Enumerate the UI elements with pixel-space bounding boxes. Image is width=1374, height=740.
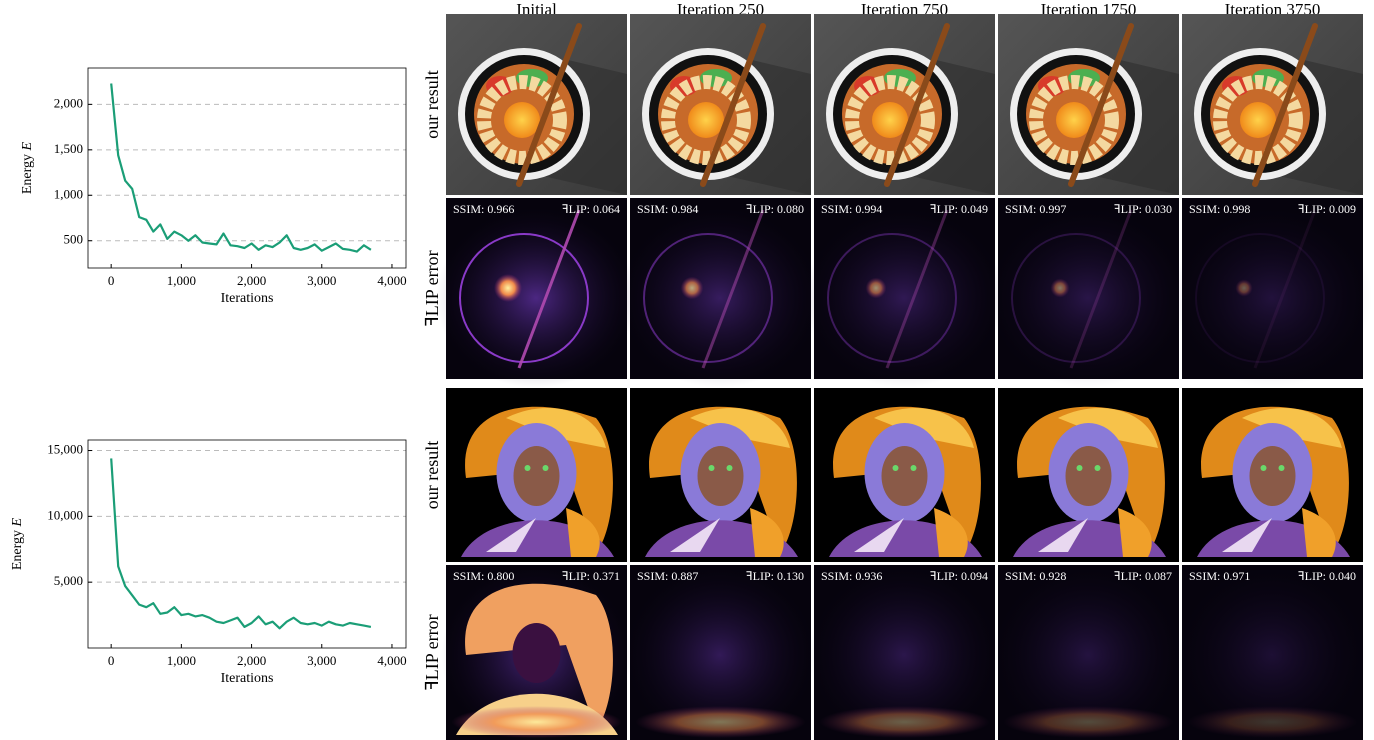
face (1250, 446, 1296, 506)
egg (872, 102, 908, 138)
ssim-label: SSIM: 0.998 (1189, 202, 1250, 216)
eye (893, 465, 899, 471)
y-tick-label: 1,500 (54, 141, 83, 156)
flip-label: ꟻLIP: 0.040 (1298, 569, 1356, 583)
y-axis-label: Energy E (20, 141, 35, 194)
y-axis-label-text: Energy (10, 530, 25, 570)
spot (494, 274, 522, 302)
image-column: SSIM: 0.997 ꟻLIP: 0.030 SSIM: 0.928 ꟻLIP: 0… (988, 14, 1188, 740)
x-tick-label: 4,000 (377, 653, 406, 668)
flip-label: ꟻLIP: 0.064 (562, 202, 620, 216)
y-tick-label: 2,000 (54, 95, 83, 110)
ssim-label: SSIM: 0.994 (821, 202, 882, 216)
x-tick-label: 3,000 (307, 273, 336, 288)
image-column: SSIM: 0.984 ꟻLIP: 0.080 SSIM: 0.887 ꟻLIP: 0… (620, 14, 820, 740)
face (882, 446, 928, 506)
spot (866, 278, 887, 299)
eye (1279, 465, 1285, 471)
error-bottom (820, 706, 990, 738)
error-bottom (1004, 706, 1174, 738)
y-tick-label: 1,000 (54, 186, 83, 201)
flip-label: ꟻLIP: 0.087 (1114, 569, 1172, 583)
ssim-label: SSIM: 0.887 (637, 569, 698, 583)
plot-frame (88, 440, 406, 648)
error-bottom (452, 706, 622, 738)
spot (1235, 279, 1252, 296)
x-tick-label: 0 (108, 653, 115, 668)
image-column: SSIM: 0.994 ꟻLIP: 0.049 SSIM: 0.936 ꟻLIP: 0… (804, 14, 1004, 740)
egg (1056, 102, 1092, 138)
eye (911, 465, 917, 471)
x-axis-label: Iterations (221, 671, 274, 686)
flip-label: ꟻLIP: 0.130 (746, 569, 804, 583)
y-axis-label: Energy E (10, 517, 25, 570)
ssim-label: SSIM: 0.800 (453, 569, 514, 583)
flip-label: ꟻLIP: 0.030 (1114, 202, 1172, 216)
spot (1051, 279, 1070, 298)
ssim-label: SSIM: 0.971 (1189, 569, 1250, 583)
face (514, 446, 560, 506)
x-tick-label: 1,000 (167, 273, 196, 288)
egg (1240, 102, 1276, 138)
eye (543, 465, 549, 471)
face (1066, 446, 1112, 506)
image-column: SSIM: 0.966 ꟻLIP: 0.064 SSIM: 0.800 ꟻLIP: 0… (436, 14, 636, 740)
eye (727, 465, 733, 471)
flip-label: ꟻLIP: 0.371 (562, 569, 620, 583)
ssim-label: SSIM: 0.928 (1005, 569, 1066, 583)
ssim-label: SSIM: 0.997 (1005, 202, 1066, 216)
eye (1095, 465, 1101, 471)
plot-frame (88, 68, 406, 268)
face (698, 446, 744, 506)
y-axis-label-symbol: E (20, 141, 35, 151)
ssim-label: SSIM: 0.984 (637, 202, 698, 216)
egg (688, 102, 724, 138)
y-tick-label: 500 (64, 232, 84, 247)
y-axis-label-symbol: E (10, 517, 25, 527)
y-axis-label-text: Energy (20, 154, 35, 194)
flip-label: ꟻLIP: 0.009 (1298, 202, 1356, 216)
ssim-label: SSIM: 0.936 (821, 569, 882, 583)
energy-line (111, 458, 371, 628)
eye (1261, 465, 1267, 471)
egg (504, 102, 540, 138)
x-tick-label: 3,000 (307, 653, 336, 668)
error-bottom (1188, 706, 1358, 738)
row-label: our result (422, 441, 442, 509)
spot (681, 277, 704, 300)
x-tick-label: 2,000 (237, 653, 266, 668)
eye (1077, 465, 1083, 471)
flip-label: ꟻLIP: 0.049 (930, 202, 988, 216)
x-tick-label: 0 (108, 273, 115, 288)
x-axis-label: Iterations (221, 291, 274, 306)
energy-line (111, 84, 371, 252)
ssim-label: SSIM: 0.966 (453, 202, 514, 216)
row-label: ꟻLIP error (422, 614, 442, 690)
y-tick-label: 10,000 (47, 507, 83, 522)
y-tick-label: 15,000 (47, 442, 83, 457)
eye (525, 465, 531, 471)
image-column: SSIM: 0.998 ꟻLIP: 0.009 SSIM: 0.971 ꟻLIP: 0… (1172, 14, 1372, 740)
error-bottom (636, 706, 806, 738)
flip-label: ꟻLIP: 0.094 (930, 569, 988, 583)
x-tick-label: 2,000 (237, 273, 266, 288)
x-tick-label: 4,000 (377, 273, 406, 288)
flip-label: ꟻLIP: 0.080 (746, 202, 804, 216)
figure: 500 1,000 1,500 2,000 0 1,000 2,000 3,000 4,000 I… (0, 0, 1374, 740)
row-label: our result (422, 70, 442, 138)
error-face (513, 623, 561, 683)
y-tick-label: 5,000 (54, 573, 83, 588)
x-tick-label: 1,000 (167, 653, 196, 668)
eye (709, 465, 715, 471)
